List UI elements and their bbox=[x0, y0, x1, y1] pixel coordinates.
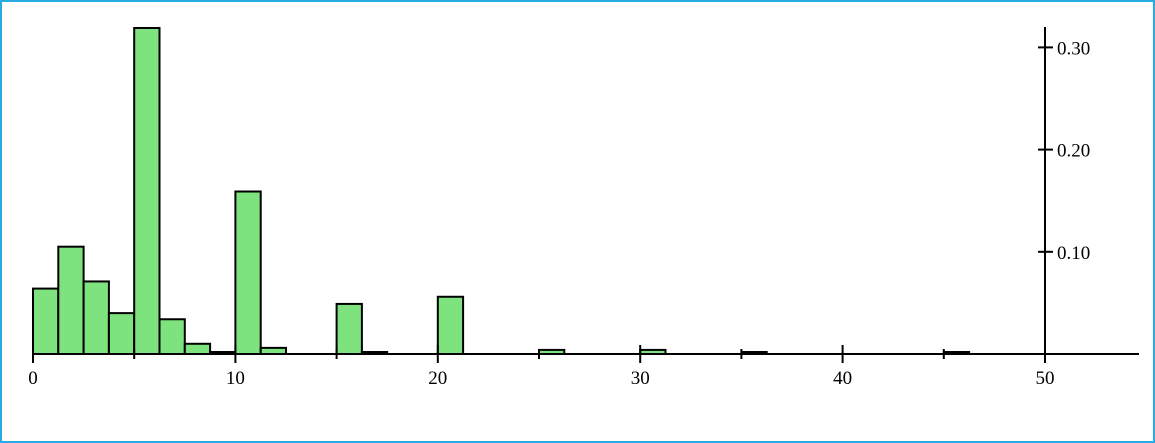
y-tick-label: 0.20 bbox=[1057, 141, 1090, 162]
y-tick-label: 0.30 bbox=[1057, 38, 1090, 59]
histogram-bar bbox=[234, 190, 262, 355]
x-tick-label: 30 bbox=[631, 368, 650, 389]
x-tick-label: 10 bbox=[226, 368, 245, 389]
x-tick-label: 50 bbox=[1036, 368, 1055, 389]
histogram-bar bbox=[183, 342, 212, 355]
histogram-bar bbox=[158, 318, 186, 356]
bars-group bbox=[32, 26, 971, 356]
histogram-bar bbox=[82, 280, 110, 355]
x-tick-label: 20 bbox=[428, 368, 447, 389]
histogram-bar bbox=[107, 312, 136, 355]
x-ticks-group: 0 10 20 30 40 50 bbox=[28, 345, 1055, 389]
histogram-bar bbox=[133, 26, 161, 356]
histogram-bar bbox=[32, 287, 60, 356]
histogram-bar bbox=[57, 245, 85, 355]
histogram-bar bbox=[335, 302, 363, 355]
y-ticks-group: 0.10 0.20 0.30 bbox=[1038, 38, 1090, 264]
y-tick-label: 0.10 bbox=[1057, 243, 1090, 264]
x-tick-label: 40 bbox=[833, 368, 852, 389]
histogram-bar bbox=[436, 295, 465, 356]
x-tick-label: 0 bbox=[28, 368, 38, 389]
